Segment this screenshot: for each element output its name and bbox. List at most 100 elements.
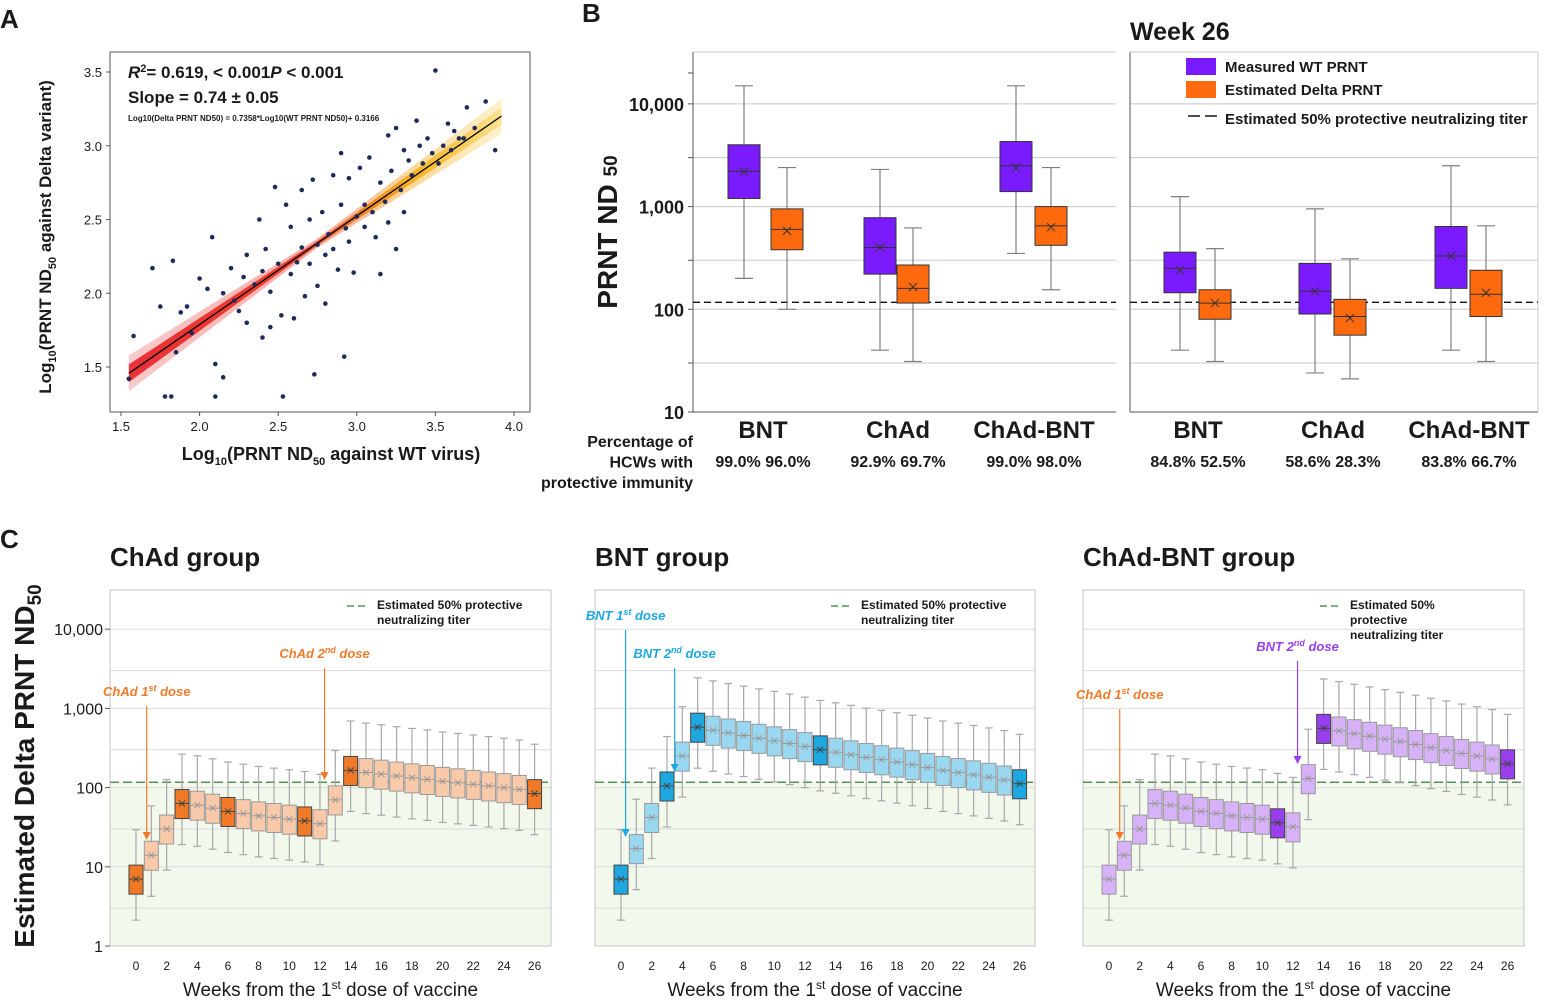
scatter-point [393,125,399,131]
scatter-point [184,304,190,309]
scatter-point [236,308,242,314]
box-mean-marker [1212,810,1220,817]
box-mean-marker [1011,163,1021,172]
y-tick-label-c: 1,000 [63,701,103,718]
box-mean-marker [285,815,293,823]
regression-line [128,115,502,374]
scatter-point [448,147,454,153]
x-tick-label-a: 3.5 [426,419,444,434]
below-threshold-shade [595,782,1035,946]
scatter-point [158,304,163,309]
scatter-point [382,199,388,205]
x-tick-label-c: 6 [1198,959,1205,973]
week-box [1270,772,1286,865]
scatter-point [178,310,184,315]
box-mean-marker [694,723,702,731]
y-tick-label-c: 10,000 [54,622,103,639]
panel-label-b: B [582,0,601,28]
scatter-point [260,268,265,274]
box-mean-marker [1335,727,1343,735]
week-box [1208,763,1224,856]
box-mean-marker [1427,744,1435,751]
scatter-point [330,172,336,178]
y-tick-label-b: 10,000 [629,95,684,115]
week-box [1392,691,1408,784]
week-box [511,739,527,832]
legend-label: Estimated 50% protective neutralizing ti… [1225,111,1528,128]
scatter-point [362,202,367,208]
week-box [343,720,359,813]
scatter-point [307,261,312,267]
scatter-point [354,214,360,219]
x-tick-label-c: 4 [1167,959,1174,973]
week-box [404,727,420,820]
scatter-point [445,121,451,126]
x-tick-label-c: 24 [982,959,996,973]
week-box [843,704,859,797]
box-mean-marker [301,817,308,825]
protection-percentage: 58.6% 28.3% [1285,454,1380,471]
week-box [1316,678,1332,771]
scatter-point [169,394,174,399]
box-mean-marker [755,734,763,742]
box-wt [863,168,897,351]
protection-percentage: 83.8% 66.7% [1421,454,1516,471]
box-mean-marker [1182,804,1190,812]
scatter-point [346,239,352,244]
scatter-point [252,282,257,287]
box-mean-marker [939,767,947,774]
box-mean-marker [132,875,140,883]
scatter-point [244,252,250,258]
x-tick-label-c: 24 [1470,959,1484,973]
dose-arrow-head [320,772,329,780]
box-delta [1333,258,1367,380]
x-tick-label-c: 18 [890,959,904,973]
box-mean-marker [970,771,977,779]
scatter-point [401,209,407,215]
box-mean-marker [1310,286,1320,296]
scatter-point [414,118,419,123]
scatter-point [378,180,383,185]
x-tick-label-c: 6 [225,959,232,973]
scatter-point [268,289,273,295]
scatter-point [126,376,132,382]
week-box [674,706,690,798]
x-tick-label-c: 12 [1286,959,1300,973]
y-tick-label-a: 3.5 [84,65,102,80]
threshold-label: Estimated 50% protective [377,598,523,612]
box-iqr [999,141,1033,193]
x-tick-label-c: 22 [467,959,481,973]
panel-label-a: A [0,4,19,34]
box-mean-marker [163,825,171,833]
y-tick-label-c: 1 [94,939,103,956]
scatter-point [385,220,391,225]
box-delta [1469,225,1503,363]
week-box [812,699,828,792]
x-axis-label-c: Weeks from the 1st dose of vaccine [1156,978,1451,1001]
plot-frame-c [594,589,1036,947]
scatter-point [483,99,489,104]
box-mean-marker [1320,724,1327,732]
x-axis-label-a: Log10(PRNT ND50 against WT virus) [182,444,481,468]
dose-annotation: ChAd 2nd dose [279,645,369,661]
week-box [189,755,205,847]
x-tick-label-c: 26 [1013,959,1027,973]
group-label-b: ChAd [1301,417,1365,444]
box-mean-marker [1151,800,1159,807]
scatter-point [299,245,305,250]
box-wt [1298,208,1332,374]
week-box [751,688,767,780]
y-tick-label-b: 1,000 [639,198,684,218]
y-tick-label-c: 10 [85,860,103,877]
scatter-point [417,143,422,149]
scatter-point [362,224,367,230]
scatter-point [456,136,462,141]
x-tick-label-c: 10 [768,959,782,973]
box-mean-marker [1304,775,1312,782]
x-tick-label-c: 20 [436,959,450,973]
x-tick-label-a: 2.5 [269,419,287,434]
scatter-point [173,349,179,355]
protection-percentage: 99.0% 96.0% [715,454,810,471]
box-mean-marker [454,779,462,787]
week-box [874,709,890,802]
